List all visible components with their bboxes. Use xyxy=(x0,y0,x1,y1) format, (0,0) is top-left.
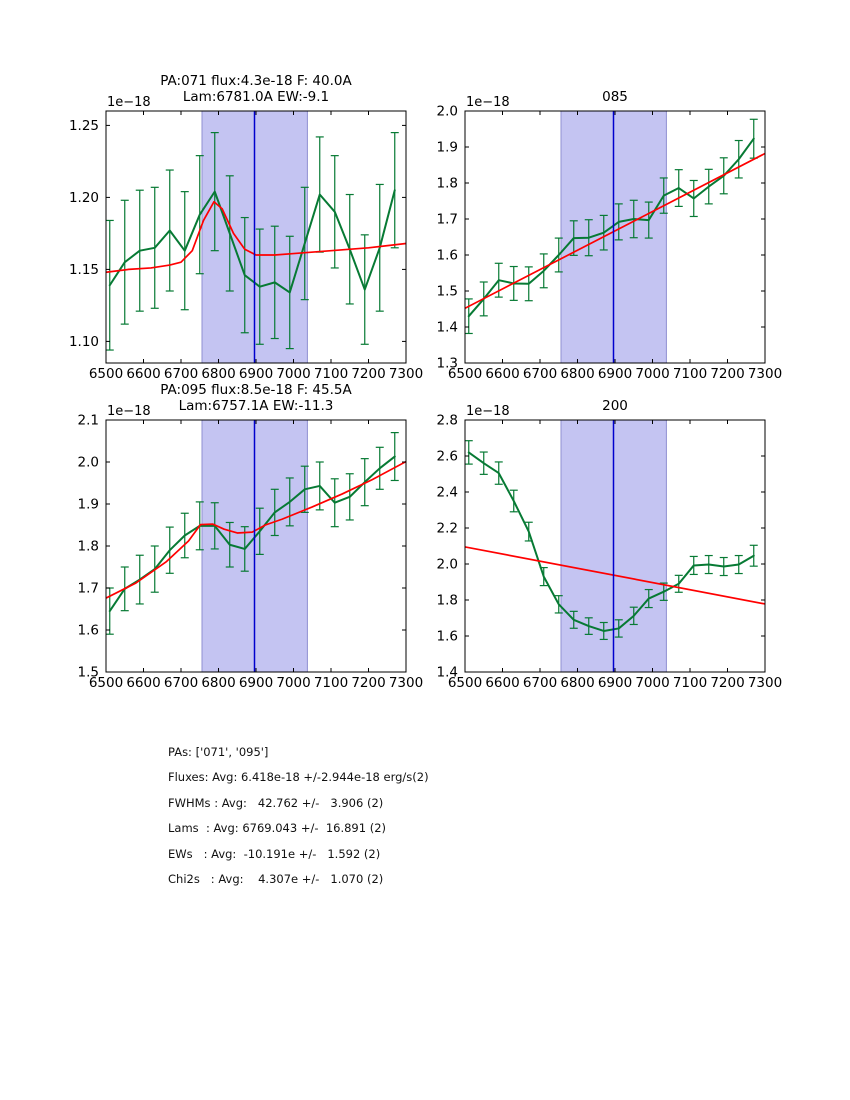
x-tick-label: 7000 xyxy=(276,675,310,691)
x-tick-label: 7200 xyxy=(710,675,744,691)
chart-title: PA:071 flux:4.3e-18 F: 40.0A xyxy=(160,73,352,89)
spectrum-line xyxy=(467,137,755,318)
y-tick-label: 2.0 xyxy=(78,455,99,471)
chart-title: 200 xyxy=(602,398,628,414)
y-tick-label: 1.4 xyxy=(437,665,458,681)
x-tick-label: 6600 xyxy=(485,675,519,691)
x-tick-label: 7200 xyxy=(351,675,385,691)
x-tick-label: 6700 xyxy=(164,675,198,691)
y-tick-label: 2.1 xyxy=(78,413,99,429)
model-fit-line xyxy=(465,546,765,605)
model-fit-line xyxy=(465,152,765,310)
y-tick-label: 1.9 xyxy=(437,140,458,156)
x-tick-label: 7000 xyxy=(635,675,669,691)
spectrum-line xyxy=(108,455,396,613)
x-tick-label: 6700 xyxy=(523,366,557,382)
y-tick-label: 2.2 xyxy=(437,521,458,537)
axis-offset-label: 1e−18 xyxy=(107,404,151,419)
y-tick-label: 2.0 xyxy=(437,557,458,573)
y-tick-label: 1.5 xyxy=(437,284,458,300)
model-fit-line xyxy=(106,460,406,599)
x-tick-label: 7300 xyxy=(389,675,423,691)
y-tick-label: 1.9 xyxy=(78,497,99,513)
y-tick-label: 1.10 xyxy=(69,334,99,350)
y-tick-label: 1.8 xyxy=(437,176,458,192)
summary-line-pas: PAs: ['071', '095'] xyxy=(168,745,269,759)
x-tick-label: 6600 xyxy=(126,675,160,691)
x-tick-label: 6800 xyxy=(201,675,235,691)
spectrum-line xyxy=(467,451,755,632)
x-tick-label: 6800 xyxy=(560,675,594,691)
x-tick-label: 7100 xyxy=(314,366,348,382)
x-tick-label: 7300 xyxy=(389,366,423,382)
y-tick-label: 1.5 xyxy=(78,665,99,681)
summary-line-fluxes: Fluxes: Avg: 6.418e-18 +/-2.944e-18 erg/… xyxy=(168,770,429,785)
axis-offset-label: 1e−18 xyxy=(466,95,510,110)
x-tick-label: 7000 xyxy=(276,366,310,382)
y-tick-label: 2.6 xyxy=(437,449,458,465)
y-tick-label: 1.4 xyxy=(437,320,458,336)
x-tick-label: 6900 xyxy=(598,675,632,691)
y-tick-label: 1.7 xyxy=(78,581,99,597)
summary-line-fwhms: FWHMs : Avg: 42.762 +/- 3.906 (2) xyxy=(168,795,384,810)
x-tick-label: 6800 xyxy=(560,366,594,382)
chart-200: 6500 6600 6700 6800 6900 7000 7100 7200 7300 1.4 1… xyxy=(437,398,783,691)
x-tick-label: 6900 xyxy=(598,366,632,382)
summary-line-lams: Lams : Avg: 6769.043 +/- 16.891 (2) xyxy=(168,821,387,836)
y-tick-label: 2.0 xyxy=(437,104,458,120)
x-tick-label: 6500 xyxy=(448,366,482,382)
chart-pa095: 6500 6600 6700 6800 6900 7000 7100 7200 7300 1.5 1… xyxy=(78,382,424,691)
x-tick-label: 6600 xyxy=(126,366,160,382)
y-tick-label: 1.25 xyxy=(69,118,99,134)
x-tick-label: 7100 xyxy=(673,675,707,691)
axis-offset-label: 1e−18 xyxy=(107,95,151,110)
x-tick-label: 7200 xyxy=(351,366,385,382)
x-tick-label: 6500 xyxy=(448,675,482,691)
x-tick-label: 6700 xyxy=(164,366,198,382)
x-tick-label: 7100 xyxy=(314,675,348,691)
model-fit-line xyxy=(106,200,406,274)
x-tick-label: 7300 xyxy=(748,366,782,382)
chart-title: 085 xyxy=(602,89,628,105)
x-tick-label: 7200 xyxy=(710,366,744,382)
y-tick-label: 1.15 xyxy=(69,262,99,278)
x-tick-label: 6500 xyxy=(89,366,123,382)
x-tick-label: 6900 xyxy=(239,366,273,382)
y-tick-label: 1.8 xyxy=(437,593,458,609)
y-tick-label: 2.8 xyxy=(437,413,458,429)
summary-line-ews: EWs : Avg: -10.191e +/- 1.592 (2) xyxy=(168,846,381,861)
x-tick-label: 6700 xyxy=(523,675,557,691)
spectrum-line xyxy=(108,189,396,294)
x-tick-label: 7300 xyxy=(748,675,782,691)
x-tick-label: 6900 xyxy=(239,675,273,691)
y-tick-label: 1.6 xyxy=(78,623,99,639)
y-tick-label: 1.3 xyxy=(437,356,458,372)
chart-title: Lam:6781.0A EW:-9.1 xyxy=(183,89,329,105)
fit-summary: PAs: ['071', '095'] Fluxes: Avg: 6.418e-… xyxy=(168,740,429,892)
y-tick-label: 1.8 xyxy=(78,539,99,555)
chart-pa071: 6500 6600 6700 6800 6900 7000 7100 7200 7300 1.10… xyxy=(69,73,423,382)
x-tick-label: 6500 xyxy=(89,675,123,691)
chart-title: PA:095 flux:8.5e-18 F: 45.5A xyxy=(160,382,352,398)
y-tick-label: 1.6 xyxy=(437,629,458,645)
x-tick-label: 6800 xyxy=(201,366,235,382)
chart-title: Lam:6757.1A EW:-11.3 xyxy=(179,398,334,414)
y-tick-label: 1.6 xyxy=(437,248,458,264)
x-tick-label: 7100 xyxy=(673,366,707,382)
y-tick-label: 1.20 xyxy=(69,190,99,206)
x-tick-label: 6600 xyxy=(485,366,519,382)
y-tick-label: 1.7 xyxy=(437,212,458,228)
y-tick-label: 2.4 xyxy=(437,485,458,501)
axis-offset-label: 1e−18 xyxy=(466,404,510,419)
summary-line-chi2s: Chi2s : Avg: 4.307e +/- 1.070 (2) xyxy=(168,871,384,886)
x-tick-label: 7000 xyxy=(635,366,669,382)
chart-085: 6500 6600 6700 6800 6900 7000 7100 7200 7300 1.3 1… xyxy=(437,89,783,382)
